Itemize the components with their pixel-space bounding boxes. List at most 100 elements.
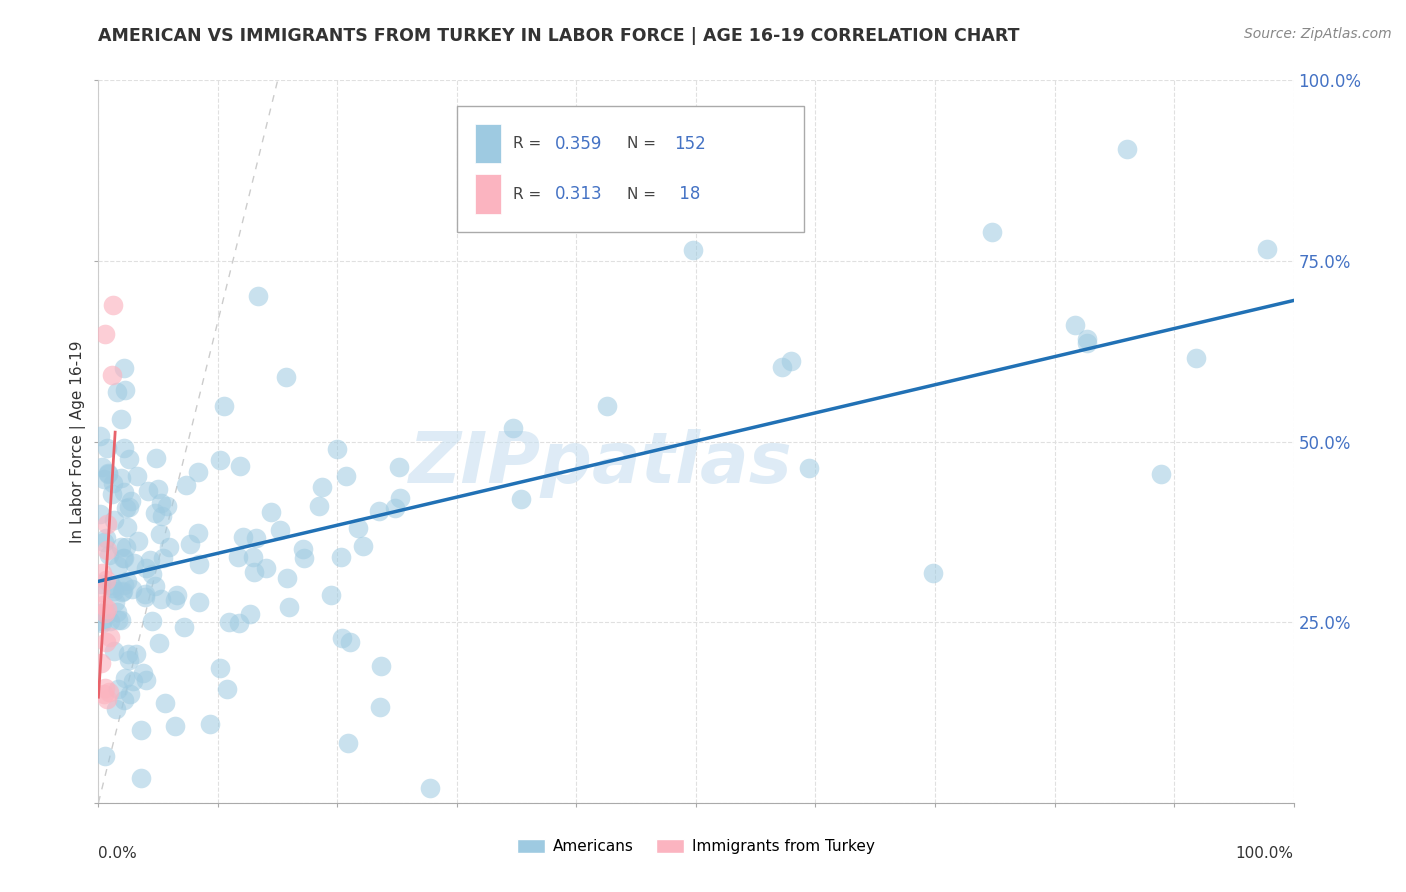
Point (107, 613, 129, 627)
Point (157, 540, 180, 554)
Point (114, 384, 136, 398)
Point (149, 592, 172, 607)
Point (134, 590, 156, 604)
Point (93, 749, 115, 764)
Point (370, 659, 392, 673)
Point (148, 636, 170, 650)
Point (105, 605, 128, 619)
Point (1116, 142, 1139, 156)
Point (112, 360, 135, 375)
Point (276, 370, 298, 384)
Point (89, 584, 111, 599)
Point (97, 684, 120, 698)
Point (94, 326, 117, 341)
Point (186, 526, 208, 541)
Point (127, 533, 149, 548)
Point (100, 578, 122, 592)
Point (1150, 467, 1173, 482)
Point (101, 298, 124, 312)
Text: 0.313: 0.313 (555, 185, 603, 203)
Point (112, 441, 135, 455)
Point (117, 647, 139, 661)
Text: 100.0%: 100.0% (1236, 847, 1294, 861)
Text: 0.0%: 0.0% (98, 847, 138, 861)
Point (98, 548, 121, 562)
Point (129, 771, 152, 785)
Point (134, 587, 156, 601)
Point (91, 566, 114, 580)
Text: AMERICAN VS IMMIGRANTS FROM TURKEY IN LABOR FORCE | AGE 16-19 CORRELATION CHART: AMERICAN VS IMMIGRANTS FROM TURKEY IN LA… (98, 27, 1019, 45)
Point (254, 560, 277, 574)
Point (1185, 351, 1208, 366)
Point (117, 520, 139, 534)
Point (339, 634, 361, 648)
Point (143, 579, 166, 593)
Point (94, 681, 117, 695)
Point (114, 500, 136, 515)
Point (1076, 332, 1098, 346)
Point (118, 653, 141, 667)
Point (145, 451, 167, 466)
Point (384, 501, 406, 516)
Point (150, 509, 173, 524)
Point (330, 549, 353, 564)
Point (1064, 318, 1087, 333)
Point (110, 471, 132, 485)
Point (245, 531, 267, 545)
Point (111, 551, 134, 566)
Bar (475, 124, 501, 163)
Point (112, 485, 135, 500)
Point (166, 588, 188, 602)
Point (200, 717, 222, 731)
Point (110, 540, 132, 554)
Text: N =: N = (627, 186, 661, 202)
Point (125, 469, 148, 483)
Point (122, 556, 145, 570)
Point (112, 550, 135, 565)
Point (103, 513, 125, 527)
Point (125, 647, 148, 661)
Text: 152: 152 (675, 135, 706, 153)
Point (596, 399, 619, 413)
Point (114, 671, 136, 685)
Point (770, 360, 793, 375)
Point (135, 673, 157, 688)
Point (209, 452, 232, 467)
Point (239, 607, 262, 621)
Point (96, 441, 118, 455)
Point (419, 781, 441, 796)
Point (135, 561, 157, 575)
Point (326, 442, 349, 457)
Point (247, 289, 270, 303)
Point (89, 429, 111, 443)
Point (101, 487, 124, 501)
Point (370, 699, 392, 714)
Point (98, 630, 121, 644)
Point (115, 574, 138, 588)
Point (509, 492, 531, 507)
Point (118, 452, 141, 467)
Point (335, 469, 357, 483)
Point (232, 530, 254, 544)
Point (367, 504, 389, 518)
Point (115, 540, 138, 554)
Point (96, 542, 118, 557)
Point (107, 384, 129, 399)
Point (96, 602, 118, 616)
Point (131, 723, 153, 738)
Point (352, 540, 374, 554)
Point (132, 666, 155, 681)
Text: R =: R = (513, 136, 547, 151)
Point (212, 400, 235, 414)
Text: Source: ZipAtlas.com: Source: ZipAtlas.com (1244, 27, 1392, 41)
Bar (475, 174, 501, 214)
Point (226, 549, 249, 564)
Point (91, 460, 114, 475)
Point (187, 465, 209, 479)
Point (269, 524, 291, 538)
Point (799, 460, 821, 475)
Point (103, 475, 125, 490)
Point (215, 682, 238, 697)
Point (243, 566, 266, 580)
Point (90, 606, 112, 620)
